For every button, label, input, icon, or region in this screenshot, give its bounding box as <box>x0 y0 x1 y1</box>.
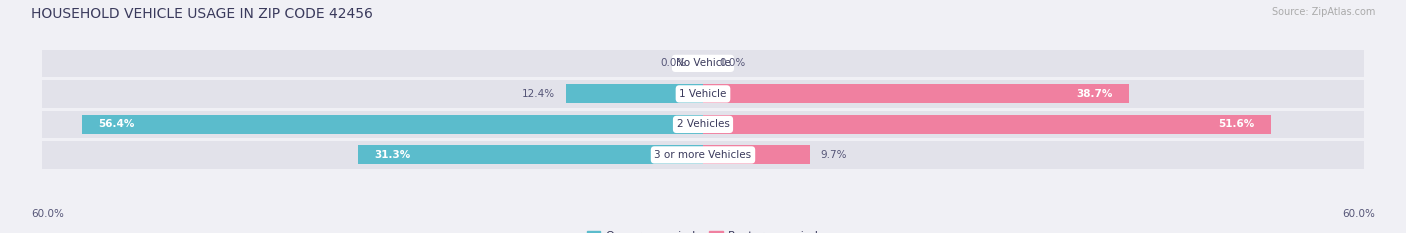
Legend: Owner-occupied, Renter-occupied: Owner-occupied, Renter-occupied <box>586 230 820 233</box>
Bar <box>703 115 1271 134</box>
Text: Source: ZipAtlas.com: Source: ZipAtlas.com <box>1271 7 1375 17</box>
Text: 1 Vehicle: 1 Vehicle <box>679 89 727 99</box>
Text: HOUSEHOLD VEHICLE USAGE IN ZIP CODE 42456: HOUSEHOLD VEHICLE USAGE IN ZIP CODE 4245… <box>31 7 373 21</box>
Text: 2 Vehicles: 2 Vehicles <box>676 119 730 129</box>
Text: 0.0%: 0.0% <box>720 58 745 68</box>
Text: 31.3%: 31.3% <box>375 150 411 160</box>
Bar <box>42 111 1364 138</box>
Text: No Vehicle: No Vehicle <box>675 58 731 68</box>
Bar <box>42 141 1364 169</box>
Bar <box>359 145 703 164</box>
Text: 9.7%: 9.7% <box>821 150 848 160</box>
Text: 3 or more Vehicles: 3 or more Vehicles <box>654 150 752 160</box>
Text: 12.4%: 12.4% <box>522 89 555 99</box>
Bar <box>82 115 703 134</box>
Bar <box>703 84 1129 103</box>
Text: 56.4%: 56.4% <box>98 119 135 129</box>
Bar <box>567 84 703 103</box>
Text: 38.7%: 38.7% <box>1077 89 1112 99</box>
Text: 60.0%: 60.0% <box>1343 209 1375 219</box>
Bar <box>42 50 1364 77</box>
Bar <box>703 145 810 164</box>
Text: 60.0%: 60.0% <box>31 209 63 219</box>
Text: 51.6%: 51.6% <box>1219 119 1254 129</box>
Bar <box>42 80 1364 108</box>
Text: 0.0%: 0.0% <box>661 58 686 68</box>
